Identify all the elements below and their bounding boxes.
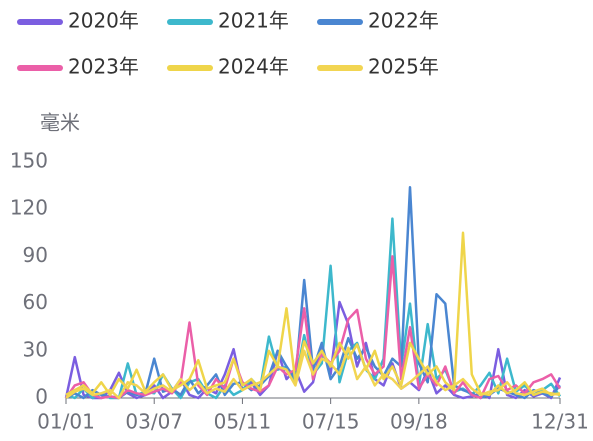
legend-label: 2021年 [218,9,289,33]
legend-label: 2020年 [68,9,139,33]
y-tick-label: 90 [23,243,48,267]
x-tick-label: 03/07 [125,410,183,434]
x-tick-label: 05/11 [214,410,272,434]
legend-label: 2025年 [368,55,439,79]
legend-label: 2023年 [68,55,139,79]
y-tick-label: 30 [23,337,48,361]
x-tick-label: 07/15 [302,410,360,434]
legend-label: 2022年 [368,9,439,33]
y-tick-label: 120 [10,196,48,220]
y-tick-label: 150 [10,149,48,173]
series-line [65,185,561,400]
y-tick-label: 60 [23,290,48,314]
x-tick-label: 01/01 [37,410,95,434]
series-line [64,300,562,400]
series-line [65,346,561,400]
series-line [65,231,561,397]
legend-label: 2024年 [218,55,289,79]
x-tick-label: 12/31 [531,410,589,434]
y-tick-label: 0 [35,385,48,409]
y-axis-label: 毫米 [40,111,80,135]
series-line [64,255,562,400]
x-tick-label: 09/18 [390,410,448,434]
